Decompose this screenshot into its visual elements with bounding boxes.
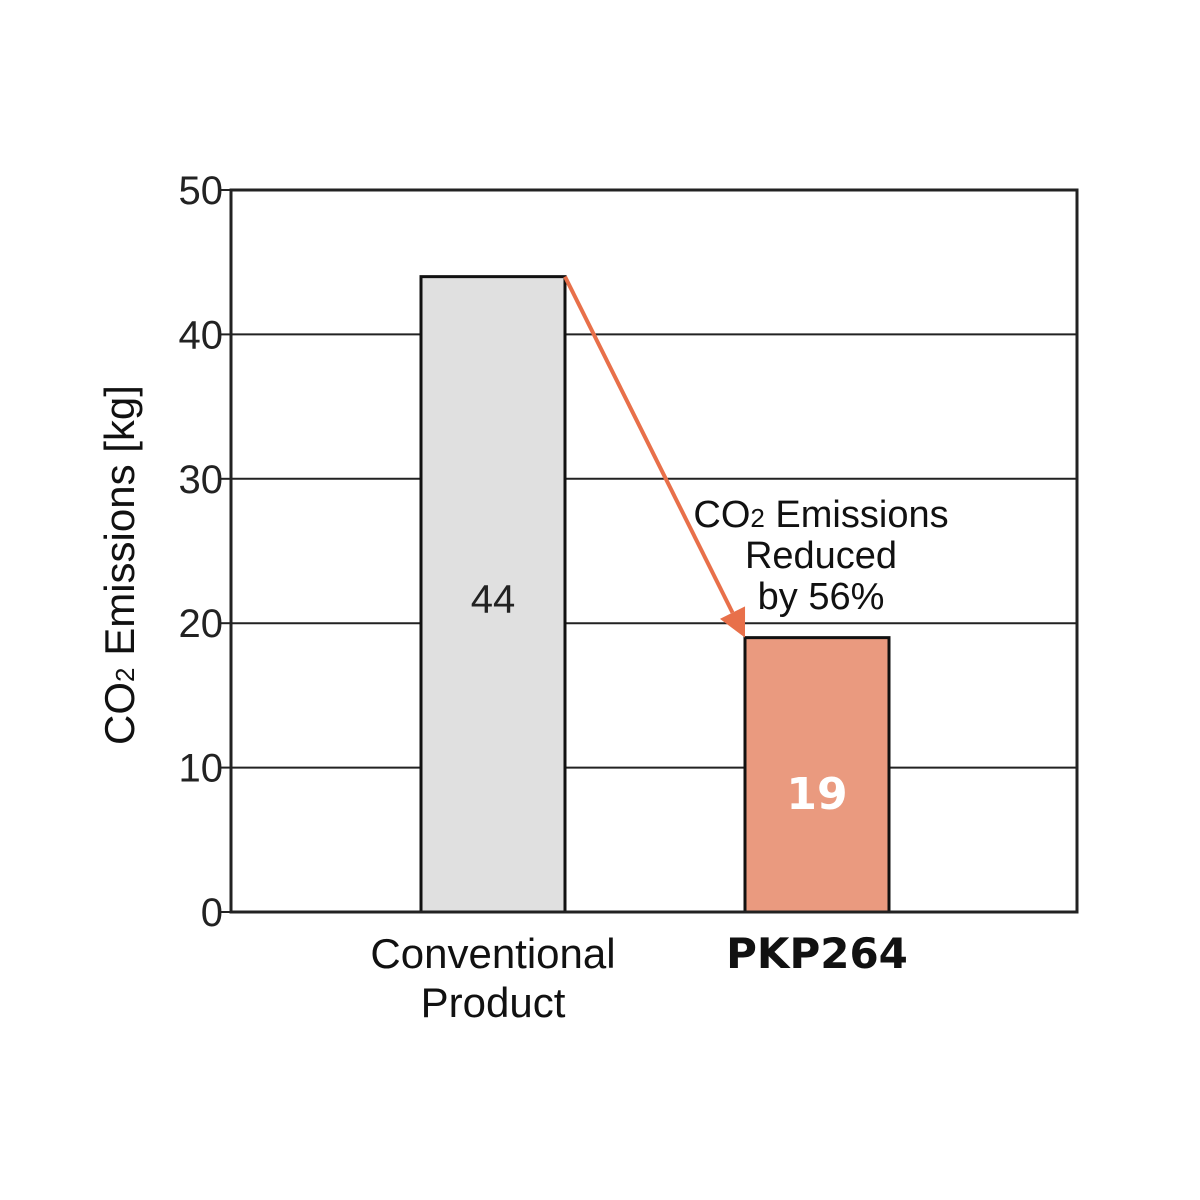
arrow-head bbox=[719, 606, 746, 638]
x-category-label-0-0: Conventional bbox=[370, 930, 615, 977]
y-tick-label-20: 20 bbox=[179, 602, 224, 646]
annotation-line-2: Reduced bbox=[745, 535, 897, 577]
bar-1 bbox=[743, 636, 891, 914]
y-tick-label-50: 50 bbox=[179, 169, 224, 213]
y-tick-label-10: 10 bbox=[179, 747, 224, 791]
annotation-line-1: CO2 Emissions bbox=[693, 494, 948, 536]
y-axis-label: CO2 Emissions [kg] bbox=[96, 385, 143, 745]
y-tick-label-40: 40 bbox=[179, 313, 224, 357]
x-category-label-1-0: PKP264 bbox=[726, 929, 908, 978]
bar-value-label-0: 44 bbox=[471, 577, 516, 621]
x-category-label-0-1: Product bbox=[421, 979, 566, 1026]
bar-value-label-1: 19 bbox=[786, 769, 847, 820]
y-tick-label-0: 0 bbox=[201, 891, 223, 935]
y-ticks: 0 10 20 30 40 50 bbox=[179, 169, 231, 935]
arrow-shaft bbox=[563, 275, 735, 614]
bars-layer: 44 19 bbox=[419, 275, 891, 914]
bar-0 bbox=[419, 275, 567, 914]
plot-frame bbox=[229, 188, 1079, 914]
grid-layer bbox=[231, 333, 1077, 769]
reduction-arrow bbox=[563, 275, 746, 638]
annotation-line-3: by 56% bbox=[758, 576, 885, 618]
y-tick-label-30: 30 bbox=[179, 458, 224, 502]
